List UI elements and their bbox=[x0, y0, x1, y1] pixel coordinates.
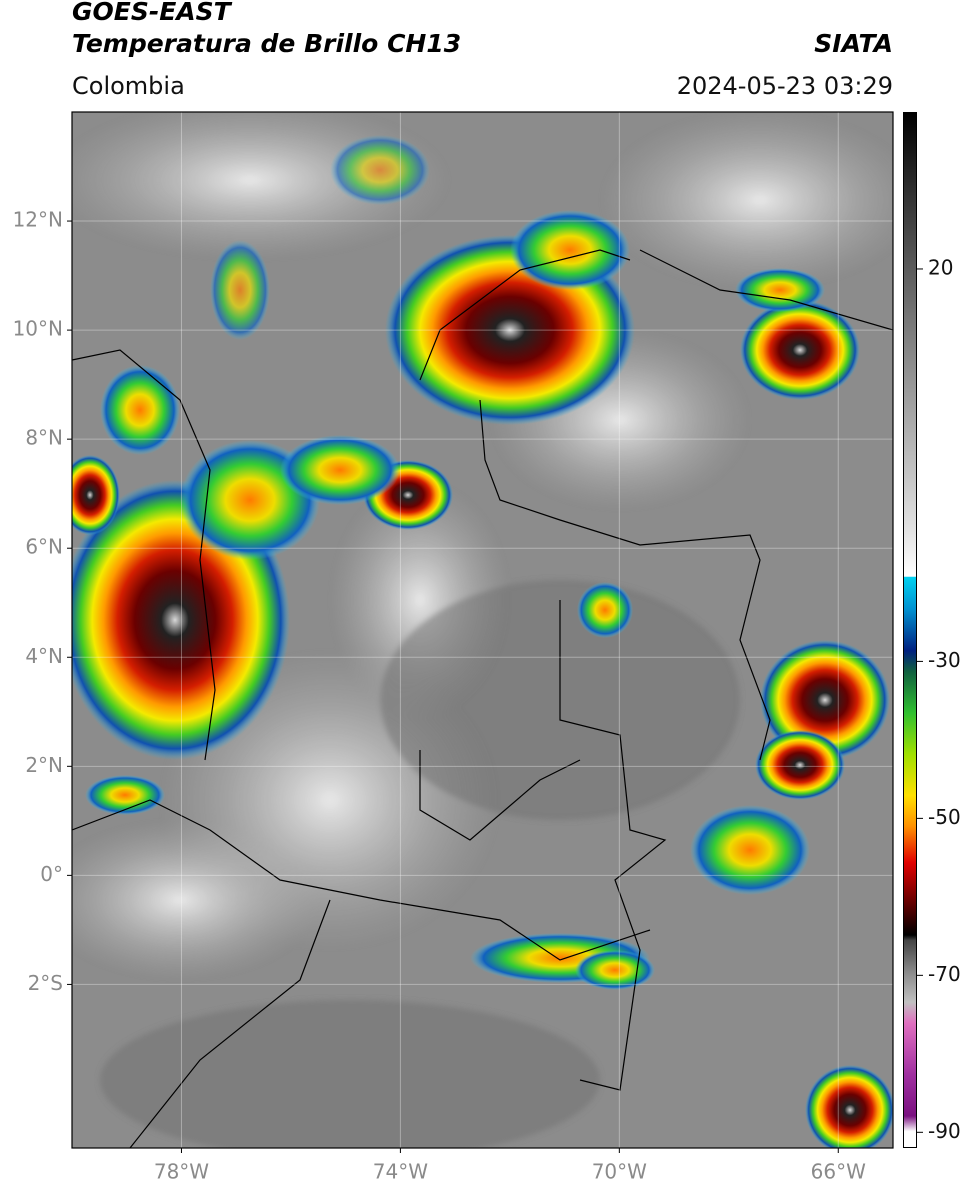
region: Colombia bbox=[72, 72, 185, 100]
storm bbox=[755, 730, 845, 800]
lat-tick-label: 6°N bbox=[25, 535, 63, 559]
colorbar bbox=[903, 112, 917, 1148]
storm bbox=[735, 268, 825, 312]
storm bbox=[510, 210, 630, 290]
colorbar-tick-label: -50 bbox=[928, 805, 961, 829]
storm bbox=[72, 455, 120, 535]
border bbox=[479, 399, 771, 761]
border bbox=[129, 899, 331, 1148]
border bbox=[559, 600, 667, 1091]
storm bbox=[760, 640, 890, 760]
subtitle: Temperatura de Brillo CH13 bbox=[72, 29, 461, 58]
lat-tick-label: 0° bbox=[40, 862, 63, 886]
storm bbox=[577, 582, 633, 638]
lat-tick-label: 10°N bbox=[13, 317, 63, 341]
storm bbox=[100, 365, 180, 455]
colorbar-tick-label: -90 bbox=[928, 1119, 961, 1143]
source: SIATA bbox=[814, 29, 893, 58]
border bbox=[419, 750, 581, 841]
lat-tick-label: 4°N bbox=[25, 644, 63, 668]
storm bbox=[210, 240, 270, 340]
timestamp: 2024-05-23 03:29 bbox=[677, 72, 893, 100]
lon-tick-label: 70°W bbox=[592, 1160, 647, 1184]
cloud bbox=[72, 820, 320, 980]
lon-tick-label: 66°W bbox=[811, 1160, 866, 1184]
lat-tick-label: 2°S bbox=[28, 971, 63, 995]
storm bbox=[85, 775, 165, 815]
lat-tick-label: 2°N bbox=[25, 753, 63, 777]
storm-layer bbox=[72, 135, 893, 1148]
border bbox=[72, 349, 216, 761]
border bbox=[419, 249, 631, 381]
lon-tick-label: 74°W bbox=[373, 1160, 428, 1184]
storm bbox=[690, 805, 810, 895]
colorbar-gradient bbox=[903, 112, 917, 1148]
storm bbox=[805, 1065, 893, 1148]
storm bbox=[575, 950, 655, 990]
borders bbox=[72, 249, 893, 1148]
lat-tick-label: 8°N bbox=[25, 426, 63, 450]
map-frame bbox=[71, 111, 894, 1149]
satellite-image bbox=[72, 112, 893, 1148]
storm bbox=[740, 300, 860, 400]
colorbar-tick-label: -70 bbox=[928, 962, 961, 986]
lat-tick-label: 12°N bbox=[13, 208, 63, 232]
title: GOES-EAST bbox=[72, 0, 233, 26]
border bbox=[72, 799, 651, 961]
grid bbox=[72, 112, 893, 1148]
storm bbox=[330, 135, 430, 205]
colorbar-tick-label: 20 bbox=[928, 255, 953, 279]
warm-area bbox=[100, 1000, 600, 1148]
coastline bbox=[639, 249, 893, 331]
lon-tick-label: 78°W bbox=[154, 1160, 209, 1184]
storm bbox=[280, 435, 400, 505]
cloud bbox=[600, 112, 893, 290]
colorbar-tick-label: -30 bbox=[928, 648, 961, 672]
